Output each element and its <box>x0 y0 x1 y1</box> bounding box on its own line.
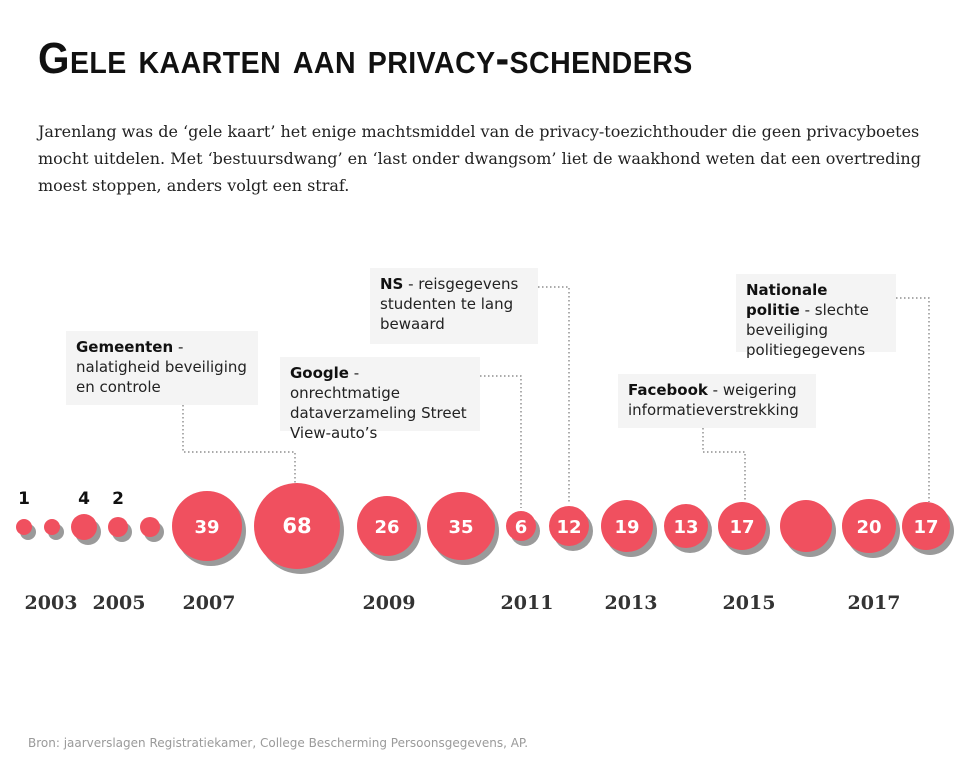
annotation-subject: Google <box>290 364 349 382</box>
annotation-ns: NS - reisgegevens studenten te lang bewa… <box>370 268 538 344</box>
bubble-2007: 39 <box>172 491 246 566</box>
annotation-text: - onrechtmatige dataverzameling Street V… <box>290 364 467 442</box>
bubble-mark <box>254 483 340 569</box>
annotation-subject: Nationale politie <box>746 281 828 319</box>
bubble-2014: 13 <box>664 504 712 553</box>
bubble-2012: 12 <box>549 506 593 551</box>
bubble-2016 <box>780 500 836 557</box>
bubble-2008: 68 <box>254 483 344 574</box>
bubble-2017: 20 <box>842 499 900 558</box>
bubble-value-label: 6 <box>515 517 528 538</box>
bubble-mark <box>780 500 832 552</box>
bubble-2010: 35 <box>427 492 499 565</box>
annotation-leader-line <box>702 428 746 501</box>
annotation-facebook: Facebook - weigering informatieverstrekk… <box>618 374 816 428</box>
bubble-value-label: 35 <box>448 517 473 538</box>
bubble-value-label: 13 <box>673 517 698 538</box>
annotation-leader-line <box>182 405 296 483</box>
bubble-2003.5 <box>44 519 64 540</box>
bubble-2013: 19 <box>601 500 657 557</box>
year-label: 2013 <box>605 592 658 614</box>
bubble-2005.5 <box>140 517 164 542</box>
year-label: 2003 <box>25 592 78 614</box>
bubble-value-label: 19 <box>614 517 639 538</box>
bubble-mark <box>842 499 896 553</box>
bubble-mark <box>71 514 97 540</box>
bubble-2003: 1 <box>16 489 36 540</box>
annotation-text: - weigering informatieverstrekking <box>628 381 799 419</box>
annotation-leader-line <box>480 375 522 508</box>
bubble-2011: 6 <box>506 511 540 546</box>
bubble-value-label: 17 <box>729 517 754 538</box>
bubble-mark <box>601 500 653 552</box>
bubble-value-label: 39 <box>194 517 219 538</box>
bubble-value-label: 12 <box>556 517 581 538</box>
source-note: Bron: jaarverslagen Registratiekamer, Co… <box>28 736 529 750</box>
bubble-mark <box>506 511 536 541</box>
bubble-2005: 2 <box>108 489 132 542</box>
bubble-mark <box>172 491 242 561</box>
annotation-subject: Facebook <box>628 381 708 399</box>
bubble-mark <box>16 519 32 535</box>
bubble-value-label: 20 <box>856 517 881 538</box>
bubble-mark <box>140 517 160 537</box>
intro-text: Jarenlang was de ‘gele kaart’ het enige … <box>38 122 921 195</box>
bubble-mark <box>902 502 950 550</box>
bubble-mark <box>108 517 128 537</box>
bubble-mark <box>664 504 708 548</box>
bubble-value-label: 68 <box>282 514 311 538</box>
annotation-google: Google - onrechtmatige dataverzameling S… <box>280 357 480 442</box>
annotation-text: - nalatigheid beveiliging en controle <box>76 338 247 396</box>
bubble-2004: 4 <box>71 489 101 545</box>
year-label: 2011 <box>501 592 554 614</box>
bubble-value-label: 26 <box>374 517 399 538</box>
annotation-subject: Gemeenten <box>76 338 174 356</box>
bubble-value-label: 2 <box>112 489 124 509</box>
annotation-nationale-politie: Nationale politie - slechte beveiliging … <box>736 274 896 359</box>
bubble-mark <box>549 506 589 546</box>
bubble-mark <box>44 519 60 535</box>
page-title: Gele kaarten aan privacy-schenders <box>38 34 693 83</box>
bubble-mark <box>357 496 417 556</box>
bubble-2015: 17 <box>718 502 770 555</box>
year-label: 2017 <box>848 592 901 614</box>
bubble-value-label: 17 <box>913 517 938 538</box>
year-label: 2009 <box>363 592 416 614</box>
annotation-leader-line <box>538 286 570 504</box>
bubble-value-label: 4 <box>78 489 90 509</box>
annotation-gemeenten: Gemeenten - nalatigheid beveiliging en c… <box>66 331 258 405</box>
annotation-text: - reisgegevens studenten te lang bewaard <box>380 275 519 333</box>
bubble-2009: 26 <box>357 496 421 561</box>
annotation-text: - slechte beveiliging politiegegevens <box>746 301 869 359</box>
bubble-value-label: 1 <box>18 489 30 509</box>
bubble-2018: 17 <box>902 502 954 555</box>
annotation-leader-line <box>896 297 930 502</box>
bubble-mark <box>718 502 766 550</box>
bubble-mark <box>427 492 495 560</box>
year-label: 2005 <box>93 592 146 614</box>
annotation-subject: NS <box>380 275 404 293</box>
year-label: 2015 <box>723 592 776 614</box>
year-label: 2007 <box>183 592 236 614</box>
